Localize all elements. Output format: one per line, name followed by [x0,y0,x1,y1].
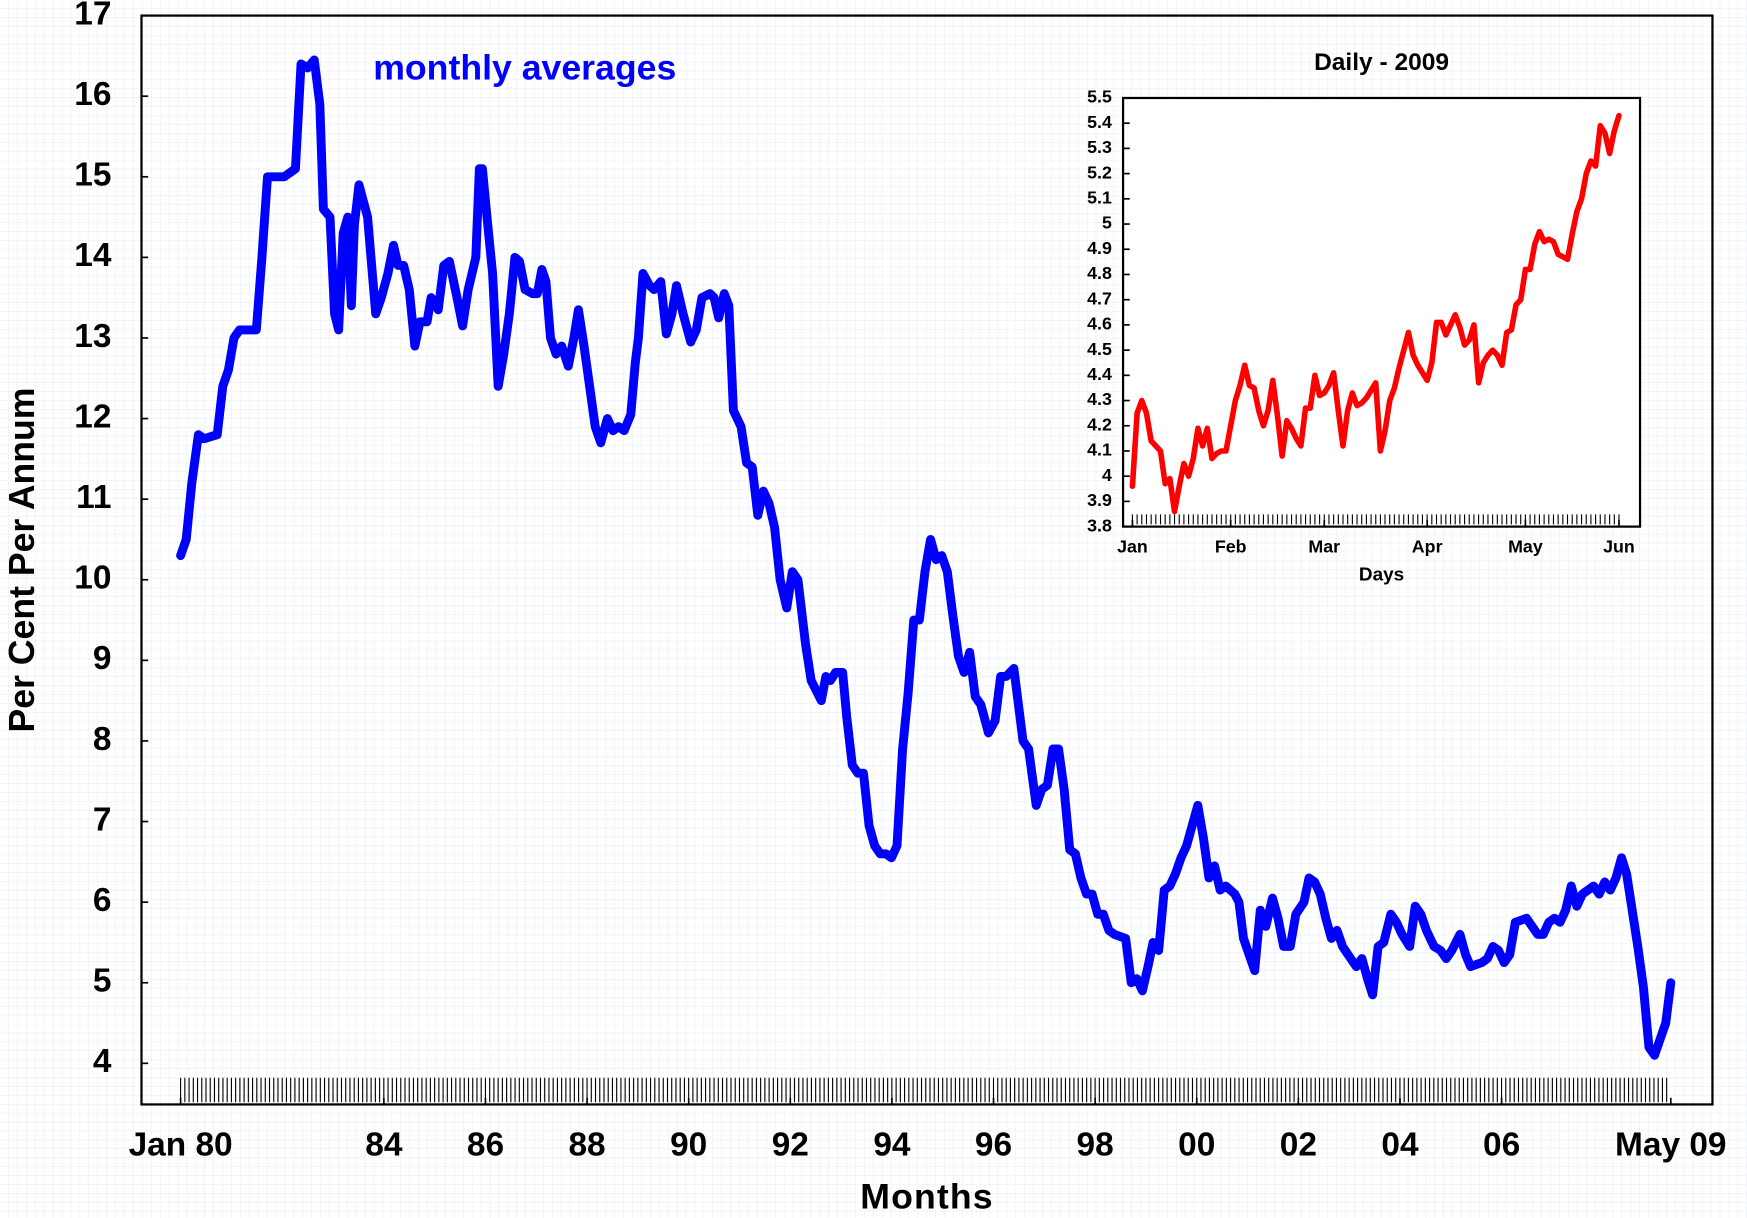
y-tick-label: 8 [93,721,112,758]
x-tick-label: 88 [568,1127,605,1164]
x-tick-label: 96 [975,1127,1012,1164]
y-tick-label: 4.5 [1087,339,1112,359]
y-tick-label: 4.1 [1087,440,1112,460]
x-axis-label: Days [1359,565,1404,586]
y-tick-label: 4 [93,1043,112,1080]
x-tick-label: Feb [1215,536,1247,556]
minor-ticks [180,1077,1668,1103]
y-tick-label: 4.9 [1087,238,1112,258]
y-tick-label: 14 [74,237,112,274]
y-tick-label: 4.2 [1087,414,1112,434]
y-tick-label: 17 [74,0,111,32]
y-tick-label: 12 [74,398,111,435]
y-tick-label: 5.5 [1087,87,1112,107]
y-tick-label: 4.4 [1087,364,1112,384]
y-tick-label: 5 [1102,213,1112,233]
x-tick-label: Jan [1117,536,1148,556]
y-tick-label: 4.8 [1087,263,1112,283]
x-tick-label: Apr [1412,536,1443,556]
y-tick-label: 10 [74,560,111,597]
plot-frame [140,14,1714,1106]
y-tick-label: 3.8 [1087,515,1112,535]
y-tick-label: 15 [74,157,111,194]
x-tick-label: 06 [1483,1127,1520,1164]
x-tick-label: May [1508,536,1543,556]
x-axis-label: Months [860,1177,993,1217]
y-tick-label: 5 [93,963,112,1000]
y-tick-label: 3.9 [1087,490,1112,510]
x-tick-label: May 09 [1615,1127,1726,1164]
x-tick-label: 90 [670,1127,707,1164]
plot-frame [1121,96,1642,528]
x-tick-label: 98 [1077,1127,1114,1164]
y-tick-label: 5.3 [1087,137,1112,157]
x-tick-label: 02 [1280,1127,1317,1164]
x-tick-label: Jan 80 [129,1127,233,1164]
x-tick-label: 94 [873,1127,911,1164]
x-tick-label: 04 [1381,1127,1419,1164]
y-tick-label: 5.2 [1087,162,1112,182]
x-tick-label: Mar [1308,536,1340,556]
y-tick-label: 6 [93,882,112,919]
annotation: monthly averages [373,48,676,88]
data-line [1129,112,1622,515]
y-tick-label: 5.1 [1087,188,1112,208]
y-tick-label: 13 [74,318,111,355]
y-tick-label: 4.3 [1087,389,1112,409]
y-tick-label: 4.7 [1087,288,1112,308]
y-tick-label: 16 [74,76,111,113]
y-tick-label: 4 [1102,465,1112,485]
y-tick-label: 7 [93,801,112,838]
x-tick-label: 84 [365,1127,403,1164]
x-tick-label: 86 [467,1127,504,1164]
x-tick-label: Jun [1603,536,1635,556]
chart-title: Daily - 2009 [1314,49,1449,76]
y-tick-label: 11 [76,479,111,516]
minor-ticks [1131,514,1620,525]
y-tick-label: 9 [93,640,112,677]
y-axis-label: Per Cent Per Annum [2,388,42,733]
data-line [176,55,1676,1060]
x-tick-label: 00 [1178,1127,1215,1164]
y-tick-label: 5.4 [1087,112,1112,132]
y-tick-label: 4.6 [1087,314,1112,334]
x-tick-label: 92 [772,1127,809,1164]
